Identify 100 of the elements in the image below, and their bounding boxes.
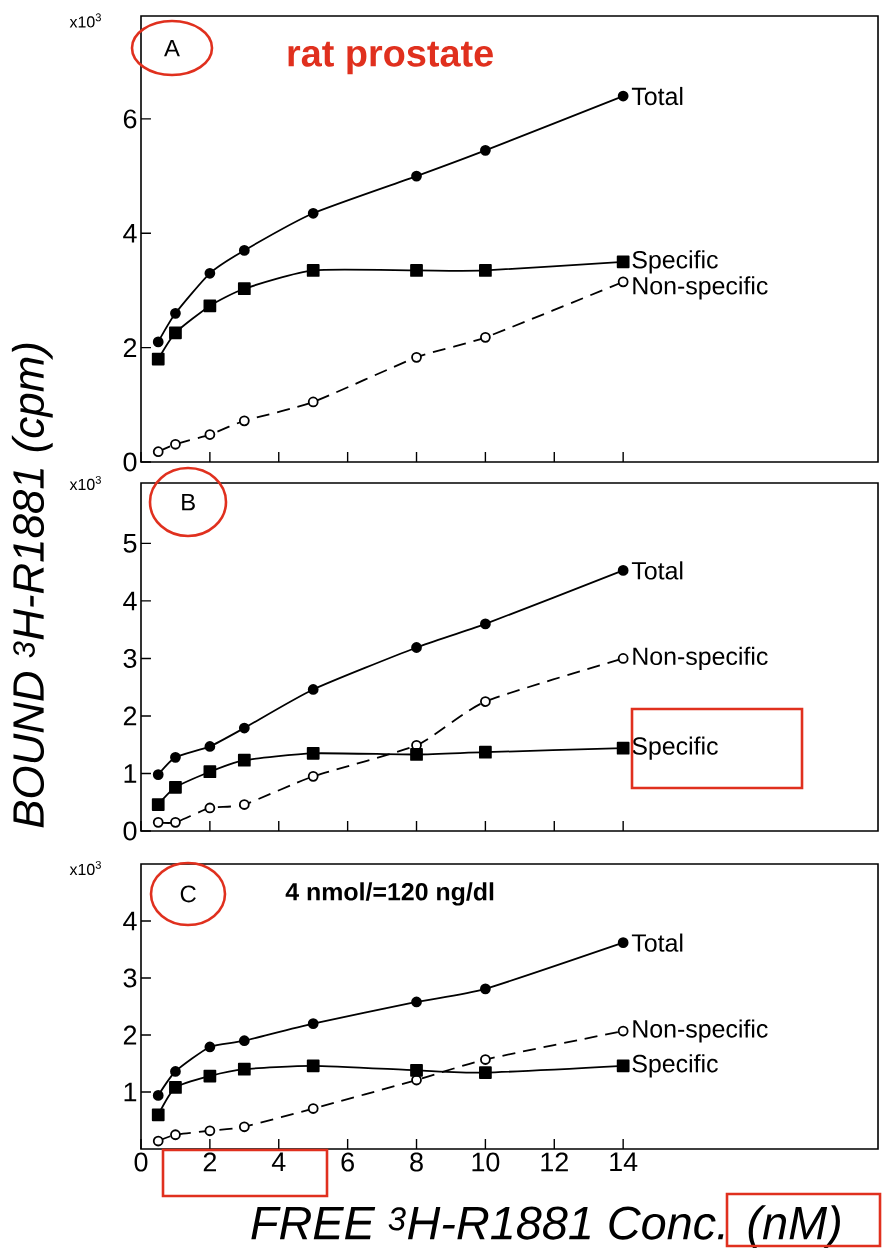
point	[617, 90, 629, 102]
point	[203, 765, 217, 779]
point	[204, 1041, 216, 1053]
point	[410, 1063, 423, 1077]
x-tick-label: 10	[472, 1152, 500, 1172]
text: x10$^{3}$	[69, 13, 101, 28]
point	[410, 748, 423, 761]
point	[170, 1066, 181, 1077]
point	[411, 996, 422, 1008]
point	[411, 170, 422, 182]
point	[152, 816, 164, 828]
x-tick-label: 2	[203, 1152, 217, 1172]
point	[204, 1125, 216, 1137]
point	[238, 415, 250, 427]
point	[170, 307, 181, 319]
point	[479, 745, 492, 759]
y-tick-label: 3	[123, 648, 137, 668]
point	[411, 351, 422, 363]
point	[307, 770, 319, 782]
series-label: Non-specific	[633, 1019, 768, 1043]
series-label: Non-specific	[633, 276, 768, 300]
point	[617, 653, 629, 664]
series-label: Non-specific	[633, 646, 768, 671]
annotation: 4 nmol/=120 ng/dl	[285, 882, 494, 906]
point	[306, 264, 320, 277]
point	[151, 352, 165, 366]
y-tick-label: 1	[124, 764, 137, 783]
point	[480, 618, 491, 630]
point	[480, 696, 491, 707]
point	[238, 799, 250, 810]
point	[479, 1066, 492, 1079]
point	[203, 1069, 217, 1083]
point	[152, 769, 164, 781]
y-tick-label: 4	[123, 224, 137, 243]
x-tick-label: 8	[410, 1152, 423, 1172]
point	[204, 267, 216, 279]
point	[616, 741, 630, 755]
series-label: Specific	[632, 250, 718, 274]
point	[152, 446, 164, 458]
point	[169, 780, 182, 794]
annotation: C	[180, 885, 196, 903]
x-tick-label: 12	[541, 1152, 568, 1172]
point	[238, 722, 250, 734]
y-tick-label: 0	[123, 821, 137, 841]
y-axis-title: BOUND $^{3}$H-R1881 (cpm)	[11, 343, 53, 828]
series-label: Total	[631, 86, 683, 106]
y-tick-label: 5	[123, 534, 137, 553]
point	[237, 282, 251, 296]
text: x10$^{3}$	[69, 475, 101, 491]
point	[616, 255, 630, 269]
point	[204, 429, 216, 440]
y-tick-label: 3	[123, 968, 137, 988]
point	[204, 741, 216, 752]
point	[307, 1103, 319, 1114]
point	[203, 299, 217, 313]
point	[152, 336, 164, 348]
point	[307, 207, 319, 219]
x-tick-label: 4	[271, 1152, 286, 1172]
point	[617, 276, 629, 288]
point	[617, 937, 629, 949]
x-tick-label: 6	[341, 1152, 354, 1172]
point	[616, 1059, 630, 1073]
point	[151, 1108, 165, 1122]
point	[151, 798, 165, 811]
point	[307, 684, 319, 695]
point	[170, 1129, 181, 1141]
y-tick-label: 0	[123, 452, 137, 472]
point	[411, 642, 422, 653]
point	[238, 245, 250, 256]
point	[169, 326, 182, 340]
point	[169, 1081, 182, 1094]
point	[204, 802, 216, 814]
point	[306, 746, 320, 760]
y-tick-label: 2	[123, 1025, 137, 1045]
y-tick-label: 4	[123, 911, 137, 931]
y-tick-label: 2	[123, 706, 137, 726]
series-label: Total	[631, 933, 683, 952]
y-tick-label: 4	[123, 591, 137, 611]
point	[238, 1035, 250, 1047]
point	[170, 816, 181, 828]
point	[617, 1025, 629, 1037]
point	[237, 753, 251, 767]
annotation: rat prostate	[288, 41, 493, 75]
y-tick-label: 1	[124, 1082, 137, 1102]
series-label: Specific	[632, 736, 718, 760]
point	[152, 1135, 164, 1147]
text: x10$^{3}$	[69, 860, 101, 876]
point	[480, 331, 491, 343]
point	[306, 1059, 320, 1073]
point	[307, 1018, 319, 1029]
point	[479, 264, 492, 277]
annotation: A	[164, 39, 180, 57]
point	[410, 264, 423, 277]
point	[170, 438, 181, 450]
point	[480, 1054, 491, 1065]
point	[237, 1062, 251, 1076]
series-label: Total	[631, 561, 683, 580]
point	[480, 983, 491, 995]
series-label: Specific	[632, 1054, 718, 1078]
point	[170, 751, 181, 763]
